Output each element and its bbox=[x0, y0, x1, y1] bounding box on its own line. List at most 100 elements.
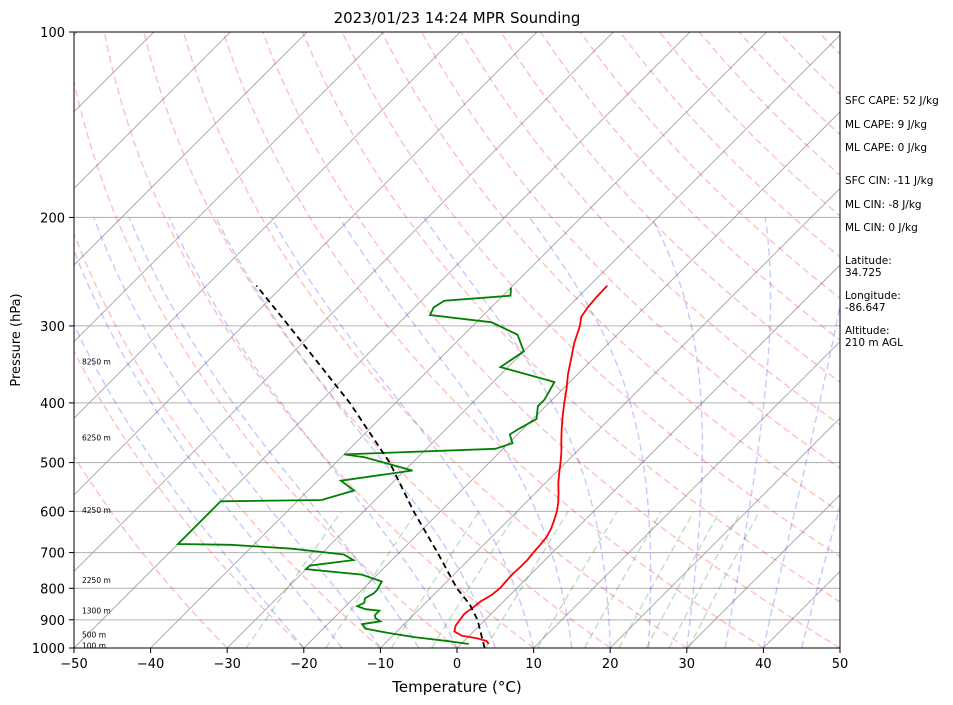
sounding-stat-text: ML CAPE: 0 J/kg bbox=[845, 142, 927, 154]
dry-adiabat-line bbox=[579, 32, 840, 300]
height-label: 100 m bbox=[82, 641, 106, 650]
dry-adiabat-line bbox=[381, 32, 840, 513]
isotherm-line bbox=[456, 264, 840, 648]
isotherm-line bbox=[380, 187, 840, 648]
profile-series-1 bbox=[453, 284, 608, 645]
sounding-stat-text: ML CIN: -8 J/kg bbox=[845, 199, 922, 211]
x-tick-label: −50 bbox=[60, 657, 87, 672]
dry-adiabat-line bbox=[539, 32, 840, 341]
dry-adiabat-line bbox=[301, 32, 840, 603]
x-tick-label: −20 bbox=[290, 657, 317, 672]
moist-adiabat-line bbox=[93, 217, 381, 648]
sounding-stat-text: ML CAPE: 9 J/kg bbox=[845, 119, 927, 131]
background-grid bbox=[0, 32, 840, 648]
isotherm-line bbox=[0, 32, 1, 648]
moist-adiabat-line bbox=[74, 248, 343, 648]
isotherm-line bbox=[74, 32, 231, 189]
y-tick-label: 800 bbox=[40, 582, 65, 597]
x-tick-label: 40 bbox=[755, 657, 772, 672]
dry-adiabat-line bbox=[460, 32, 840, 426]
dry-adiabat-line bbox=[182, 32, 688, 648]
moist-adiabat-line bbox=[128, 217, 420, 648]
sounding-stat-text: 210 m AGL bbox=[845, 337, 903, 349]
x-axis: −50 −40 −30 −20 −10 0 10 20 30 40 50 bbox=[60, 648, 848, 672]
y-tick-label: 300 bbox=[40, 320, 65, 335]
y-tick-label: 400 bbox=[40, 397, 65, 412]
isotherm-line bbox=[303, 111, 840, 648]
mixing-ratio-line bbox=[668, 510, 742, 648]
mixing-ratio-line bbox=[583, 510, 663, 648]
mixing-ratio-line bbox=[484, 510, 569, 648]
y-tick-label: 100 bbox=[40, 26, 65, 41]
mixing-ratio-line bbox=[390, 510, 480, 648]
dry-adiabat-line bbox=[341, 32, 840, 558]
y-tick-label: 200 bbox=[40, 211, 65, 226]
moist-adiabat-line bbox=[762, 301, 840, 648]
x-tick-label: 10 bbox=[525, 657, 542, 672]
y-tick-label: 500 bbox=[40, 457, 65, 472]
isotherm-line bbox=[226, 34, 840, 648]
sounding-stat-text: SFC CIN: -11 J/kg bbox=[845, 175, 933, 187]
profile-series-2 bbox=[175, 287, 556, 645]
dry-adiabat-line bbox=[500, 32, 840, 384]
x-tick-label: 30 bbox=[679, 657, 696, 672]
isotherm-line bbox=[74, 32, 691, 648]
moist-adiabat-line bbox=[423, 216, 611, 648]
mixing-ratio-line bbox=[325, 510, 418, 648]
mixing-ratio-line bbox=[245, 510, 342, 648]
dry-adiabat-line bbox=[74, 231, 381, 648]
isotherm-line bbox=[686, 494, 840, 648]
sounding-stat-text: Longitude: bbox=[845, 290, 901, 302]
moist-adiabat-line bbox=[650, 217, 704, 648]
y-tick-label: 700 bbox=[40, 547, 65, 562]
height-labels: 100 m 500 m 1300 m 2250 m 4250 m 6250 m 8250 m bbox=[82, 358, 111, 651]
dry-adiabat-line bbox=[103, 32, 535, 648]
isotherm-line bbox=[74, 32, 308, 266]
height-label: 500 m bbox=[82, 630, 106, 639]
sounding-stat-text: SFC CAPE: 52 J/kg bbox=[845, 95, 939, 107]
dry-adiabat-line bbox=[262, 32, 840, 648]
isotherm-line bbox=[609, 417, 840, 648]
y-tick-label: 1000 bbox=[32, 642, 65, 657]
height-label: 2250 m bbox=[82, 576, 111, 585]
mixing-ratio-line bbox=[431, 510, 519, 648]
y-axis-title: Pressure (hPa) bbox=[9, 293, 24, 386]
isotherm-line bbox=[74, 32, 614, 572]
x-tick-label: −10 bbox=[367, 657, 394, 672]
moist-adiabat-line bbox=[74, 323, 305, 648]
moist-adiabat-line bbox=[270, 217, 535, 648]
sounding-stat-text: ML CIN: 0 J/kg bbox=[845, 222, 918, 234]
x-tick-label: −40 bbox=[137, 657, 164, 672]
height-label: 6250 m bbox=[82, 433, 111, 442]
isotherm-line bbox=[74, 32, 461, 419]
moist-adiabat-line bbox=[801, 504, 840, 648]
mixing-ratio-line bbox=[688, 510, 761, 648]
height-label: 8250 m bbox=[82, 358, 111, 367]
sounding-stat-text: 34.725 bbox=[845, 267, 882, 279]
moist-adiabat-line bbox=[528, 216, 652, 648]
plot-frame bbox=[73, 31, 841, 649]
height-label: 4250 m bbox=[82, 506, 111, 515]
isotherm-line bbox=[533, 341, 840, 648]
y-tick-label: 600 bbox=[40, 505, 65, 520]
mixing-ratio-line bbox=[645, 510, 721, 648]
x-tick-label: 20 bbox=[602, 657, 619, 672]
isotherm-line bbox=[74, 32, 538, 496]
moist-adiabat-line bbox=[215, 217, 496, 648]
mixing-ratio-line bbox=[536, 510, 618, 648]
x-tick-label: 50 bbox=[832, 657, 849, 672]
mixing-ratio-line bbox=[618, 510, 695, 648]
moist-adiabat-line bbox=[338, 217, 573, 648]
sounding-stat-text: Altitude: bbox=[845, 325, 890, 337]
y-tick-label: 900 bbox=[40, 614, 65, 629]
dry-adiabat-line bbox=[74, 454, 228, 648]
dry-adiabat-line bbox=[74, 349, 305, 648]
profile-lines bbox=[175, 284, 608, 648]
x-axis-title: Temperature (°C) bbox=[391, 678, 521, 696]
profile-series-3 bbox=[255, 285, 486, 648]
moist-adiabat-line bbox=[724, 217, 772, 648]
dry-adiabat-line bbox=[143, 32, 611, 648]
height-label: 1300 m bbox=[82, 607, 111, 616]
sounding-stats: SFC CAPE: 52 J/kg ML CAPE: 9 J/kg ML CAPE:… bbox=[845, 95, 939, 349]
